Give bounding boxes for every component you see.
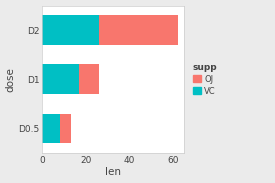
Bar <box>60 114 71 143</box>
X-axis label: len: len <box>105 167 121 178</box>
Bar <box>42 114 60 143</box>
Bar <box>79 64 99 94</box>
Legend: OJ, VC: OJ, VC <box>191 61 219 97</box>
Y-axis label: dose: dose <box>6 67 16 92</box>
Bar <box>42 64 79 94</box>
Bar <box>42 15 99 45</box>
Bar <box>99 15 178 45</box>
